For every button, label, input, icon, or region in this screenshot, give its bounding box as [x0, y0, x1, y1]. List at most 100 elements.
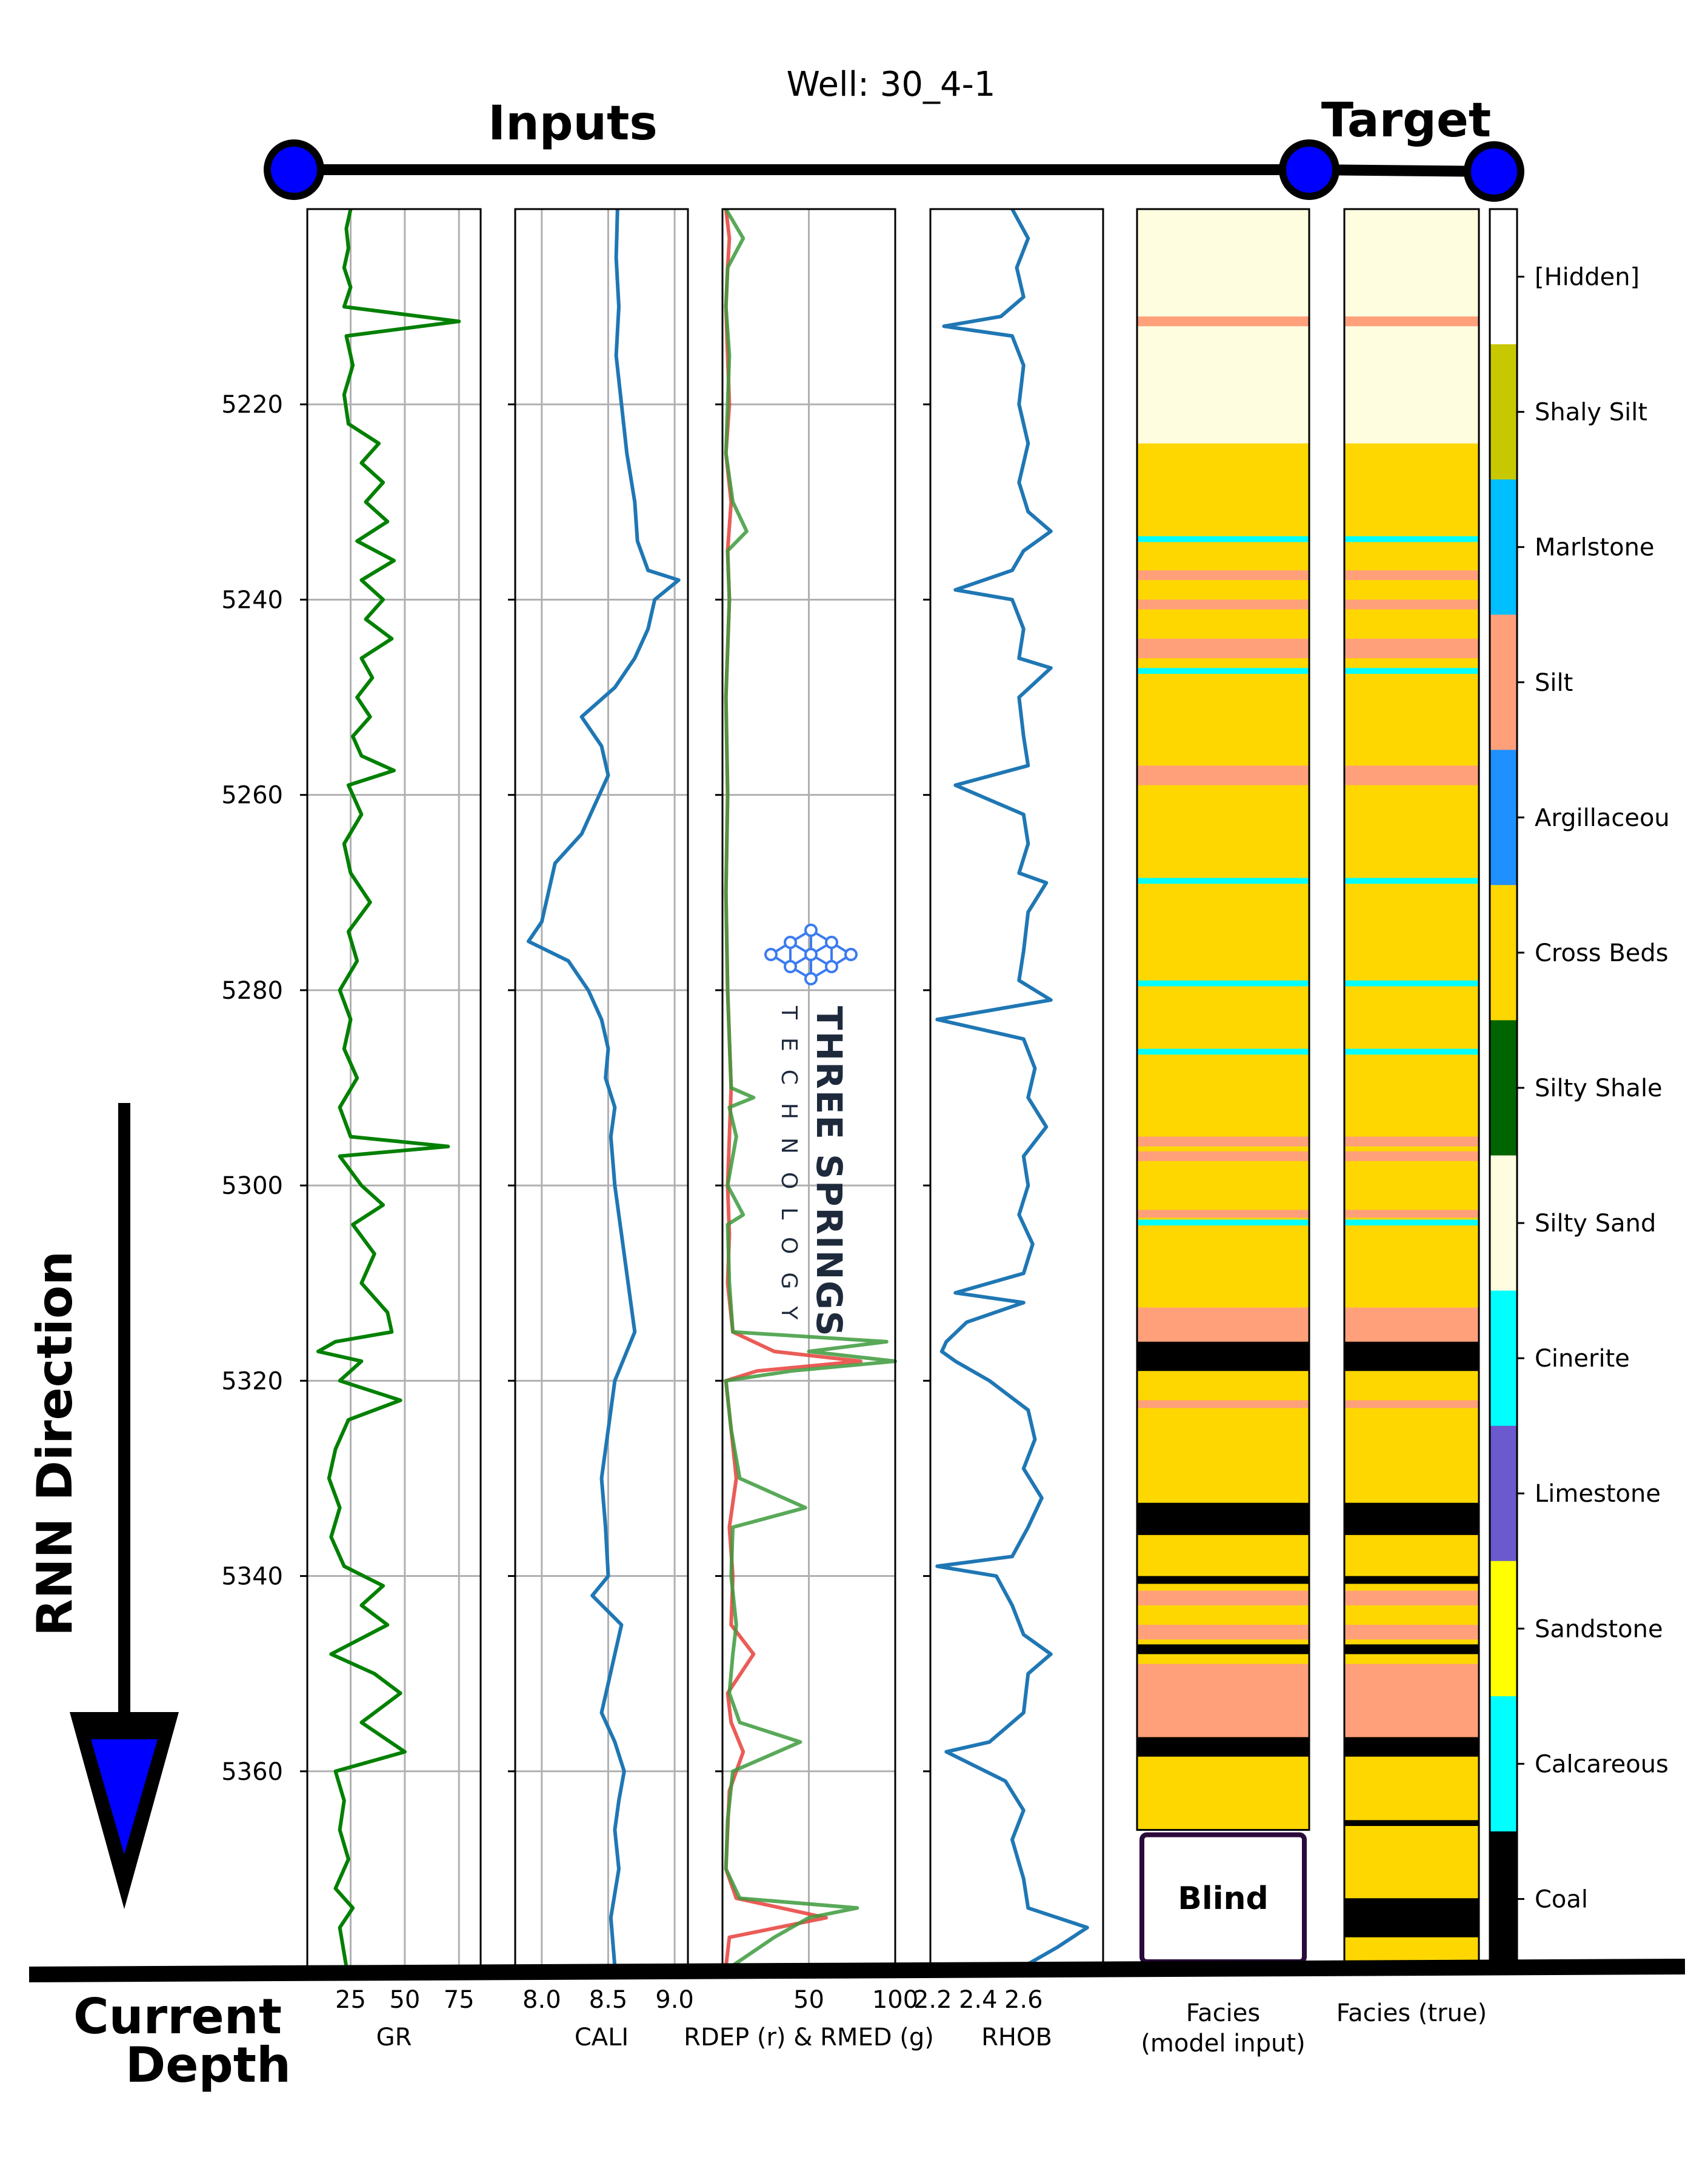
legend-label: Silt [1535, 669, 1573, 697]
x-tick-label: 8.5 [589, 1986, 628, 2014]
legend-swatch [1490, 1425, 1517, 1562]
facies-interval [1137, 638, 1309, 659]
facies-interval [1137, 1576, 1309, 1584]
logo-node [804, 924, 818, 937]
logo-node [804, 972, 818, 985]
legend-swatch [1490, 615, 1517, 750]
rnn-arrow-head [91, 1739, 158, 1854]
facies-interval [1344, 638, 1479, 659]
x-tick-label: 8.0 [522, 1986, 561, 2014]
facies-column-model_input: Blind Facies (model input) [1136, 208, 1310, 2057]
facies-interval [1344, 1625, 1479, 1640]
facies-frame [1136, 208, 1310, 1831]
logo-node [825, 936, 838, 949]
facies-interval [1344, 1576, 1479, 1584]
facies-interval [1344, 1219, 1479, 1226]
facies-interval [1137, 1219, 1309, 1226]
legend-label: Sandstone [1535, 1615, 1663, 1643]
legend-swatch [1490, 885, 1517, 1021]
x-tick-label: 2.2 [913, 1986, 952, 2014]
track-rhob: 2.2 2.4 2.6 RHOB [913, 208, 1104, 2051]
facies-interval [1344, 599, 1479, 610]
legend-label: Silty Sand [1535, 1210, 1656, 1238]
series-line-cali [526, 208, 681, 1967]
logo-node [784, 960, 797, 973]
current-label: Current [73, 1988, 282, 2045]
y-tick-label: 5280 [221, 977, 283, 1005]
logo-node [764, 948, 778, 961]
facies-interval [1344, 980, 1479, 987]
blind-label: Blind [1178, 1881, 1269, 1917]
track-cali: 8.0 8.5 9.0 CALI [508, 208, 694, 2051]
facies-interval [1137, 599, 1309, 610]
current-depth-line [28, 1959, 1686, 1982]
facies-interval [1344, 1210, 1479, 1218]
depth-label: Depth [125, 2037, 291, 2093]
facies-interval [1137, 1151, 1309, 1161]
facies-interval [1137, 765, 1309, 785]
facies-legend: [Hidden] Shaly Silt Marlstone Silt Argillace… [1489, 208, 1670, 1968]
facies-interval [1344, 536, 1479, 542]
track-res: 50 100 RDEP (r) & RMED (g) [684, 208, 934, 2051]
facies-interval [1344, 1737, 1479, 1757]
blind-region [1137, 1830, 1309, 1967]
series-line-rhob [935, 208, 1089, 1968]
x-tick-label: 2.4 [959, 1986, 998, 2014]
facies-interval [1137, 536, 1309, 542]
watermark-line2: TECHNOLOGY [776, 1005, 801, 1338]
facies-interval [1344, 1400, 1479, 1408]
legend-swatch [1490, 209, 1517, 345]
x-tick-label: 100 [872, 1986, 918, 2014]
facies-interval [1137, 570, 1309, 581]
legend-swatch [1490, 344, 1517, 480]
legend-swatch [1490, 1020, 1517, 1156]
x-tick-label: 2.6 [1004, 1986, 1043, 2014]
facies-interval [1344, 878, 1479, 884]
y-tick-label: 5240 [221, 586, 283, 614]
facies-interval [1137, 1307, 1309, 1342]
legend-label: Cinerite [1535, 1345, 1630, 1373]
facies-interval [1137, 1400, 1309, 1408]
facies-axis-label: Facies (true) [1336, 1999, 1487, 2027]
facies-interval [1137, 1502, 1309, 1535]
legend-swatch [1490, 1696, 1517, 1832]
facies-interval [1137, 1590, 1309, 1605]
track-gr: 25 50 75 GR 5220 5240 5260 5280 5300 5320 5340 5360 [221, 208, 482, 2051]
series-line-gr [316, 208, 461, 1967]
legend-swatch [1490, 479, 1517, 615]
legend-swatch [1490, 1155, 1517, 1291]
legend-swatch [1490, 750, 1517, 885]
watermark-line1: THREE SPRINGS [809, 1006, 850, 1338]
inputs-end-dot [1279, 139, 1339, 200]
track-frame [306, 208, 482, 1968]
legend-label: Argillaceou [1535, 804, 1670, 832]
facies-columns: Blind Facies (model input) Facies (true) [1136, 208, 1487, 2057]
legend-label: Calcareous [1535, 1750, 1669, 1778]
logo-node [804, 948, 818, 961]
facies-interval [1344, 668, 1479, 674]
facies-interval [1137, 316, 1309, 327]
facies-interval [1137, 1136, 1309, 1147]
inputs-start-dot [264, 139, 324, 200]
facies-interval [1344, 1341, 1479, 1371]
legend-label: [Hidden] [1535, 264, 1640, 292]
facies-interval [1137, 1644, 1309, 1654]
x-tick-label: 75 [444, 1986, 475, 2014]
facies-interval [1137, 878, 1309, 884]
facies-interval [1344, 1590, 1479, 1605]
y-tick-label: 5360 [221, 1758, 283, 1786]
x-axis-label: RHOB [981, 2024, 1052, 2051]
legend-swatch [1490, 1290, 1517, 1427]
y-tick-label: 5220 [221, 391, 283, 419]
facies-interval [1344, 316, 1479, 327]
track-frame [929, 208, 1104, 1968]
inputs-header: Inputs [488, 96, 658, 151]
facies-interval [1137, 1341, 1309, 1371]
facies-interval [1344, 1307, 1479, 1342]
x-tick-label: 50 [793, 1986, 824, 2014]
facies-interval [1344, 570, 1479, 581]
facies-interval [1137, 668, 1309, 674]
legend-swatch [1490, 1561, 1517, 1697]
facies-interval [1137, 1210, 1309, 1218]
